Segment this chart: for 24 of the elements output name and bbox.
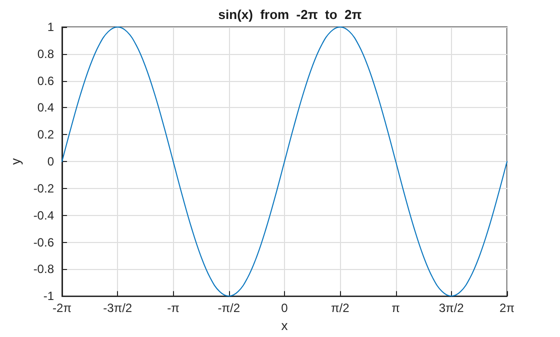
x-tick-label: -π/2 (218, 301, 240, 316)
x-tick-label: -π (167, 301, 180, 316)
x-tick-label: 0 (281, 301, 288, 316)
y-tick-label: 1 (47, 20, 54, 34)
y-tick-label: -0.2 (33, 181, 54, 196)
x-tick-label: -3π/2 (103, 301, 132, 316)
x-tick-label: π/2 (330, 301, 350, 316)
chart-title: sin(x) from -2π to 2π (218, 7, 362, 22)
y-tick-label: 0.2 (37, 128, 54, 142)
y-axis-title: y (8, 158, 23, 165)
line-series (62, 26, 508, 297)
y-tick-label: -1 (43, 289, 54, 304)
y-tick-label: 0 (47, 154, 54, 169)
y-tick-label: 0.6 (37, 74, 54, 88)
x-axis-title: x (281, 318, 288, 333)
y-tick-label: 0.8 (37, 46, 54, 61)
y-tick-label: -0.4 (33, 208, 54, 222)
y-tick-label: -0.6 (33, 235, 54, 250)
y-tick-label: -0.8 (33, 262, 54, 276)
x-tick-label: 2π (500, 301, 514, 316)
x-tick-label: 3π/2 (438, 301, 464, 316)
y-tick-label: 0.4 (37, 100, 54, 115)
x-tick-label: -2π (52, 301, 72, 316)
x-tick-label: π (392, 301, 400, 316)
